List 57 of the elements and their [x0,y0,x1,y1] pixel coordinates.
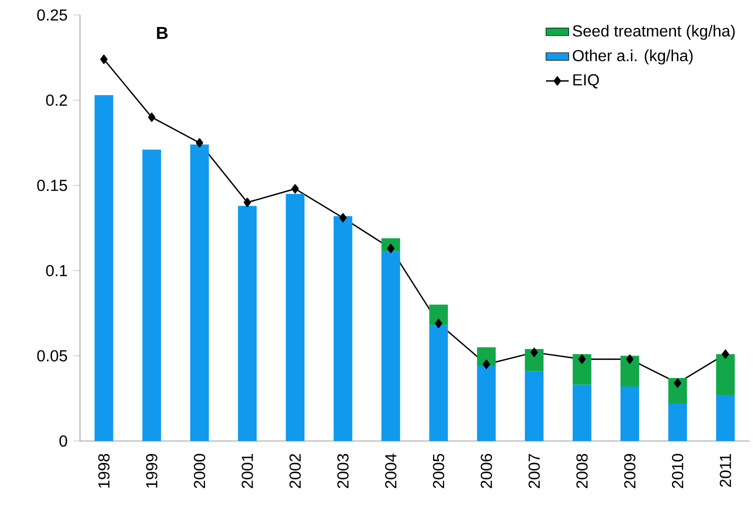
legend-label: Seed treatment (kg/ha) [572,24,735,40]
bar [381,252,400,441]
x-tick-label: 2003 [337,454,349,488]
x-tick-label: 1999 [146,454,158,488]
y-tick-label: 0.15 [37,180,68,192]
y-tick-label: 0.25 [37,9,68,21]
x-tick-label: 1998 [98,454,110,488]
bar [716,354,735,395]
y-tick-label: 0.2 [46,94,67,106]
legend-label: EIQ [573,74,599,88]
legend-label: Other a.i. (kg/ha) [572,50,693,64]
bar [94,95,114,441]
bar [620,386,640,441]
bar [238,206,257,441]
point [722,349,730,359]
point [674,378,682,388]
x-tick-label: 2007 [528,454,540,488]
y-tick-label: 0.05 [37,350,68,362]
point [482,360,490,369]
bar [477,366,496,441]
bar [620,356,640,386]
bar [524,348,544,372]
x-tick-label: 2004 [385,454,396,488]
x-tick-label: 2010 [672,454,684,488]
point [291,184,299,194]
bar [334,216,352,441]
bar [668,378,687,404]
point [434,318,442,328]
x-tick-label: 2009 [624,454,636,488]
point [530,348,538,358]
bar [142,150,162,441]
bar [524,371,544,441]
x-tick-label: 2000 [194,454,206,488]
bar [429,325,448,441]
x-tick-label: 2002 [289,454,301,488]
y-tick-label: 0.1 [46,264,67,276]
bar [572,384,592,441]
x-tick-label: 2001 [242,454,253,488]
point [196,138,204,148]
bar [190,144,209,441]
annotation: B [157,26,168,39]
point [148,112,156,122]
x-tick-label: 2011 [720,454,732,487]
bar [286,194,304,441]
x-tick-label: 2008 [576,454,588,488]
point [626,354,634,364]
y-tick-label: 0 [59,435,68,447]
point [339,213,347,222]
point [244,198,252,208]
bar [429,304,448,326]
point [578,354,586,364]
x-tick-label: 2005 [432,454,444,488]
point [100,54,108,64]
bar [668,404,687,441]
x-tick-label: 2006 [480,454,492,488]
bar [716,394,735,441]
bar [572,354,592,385]
